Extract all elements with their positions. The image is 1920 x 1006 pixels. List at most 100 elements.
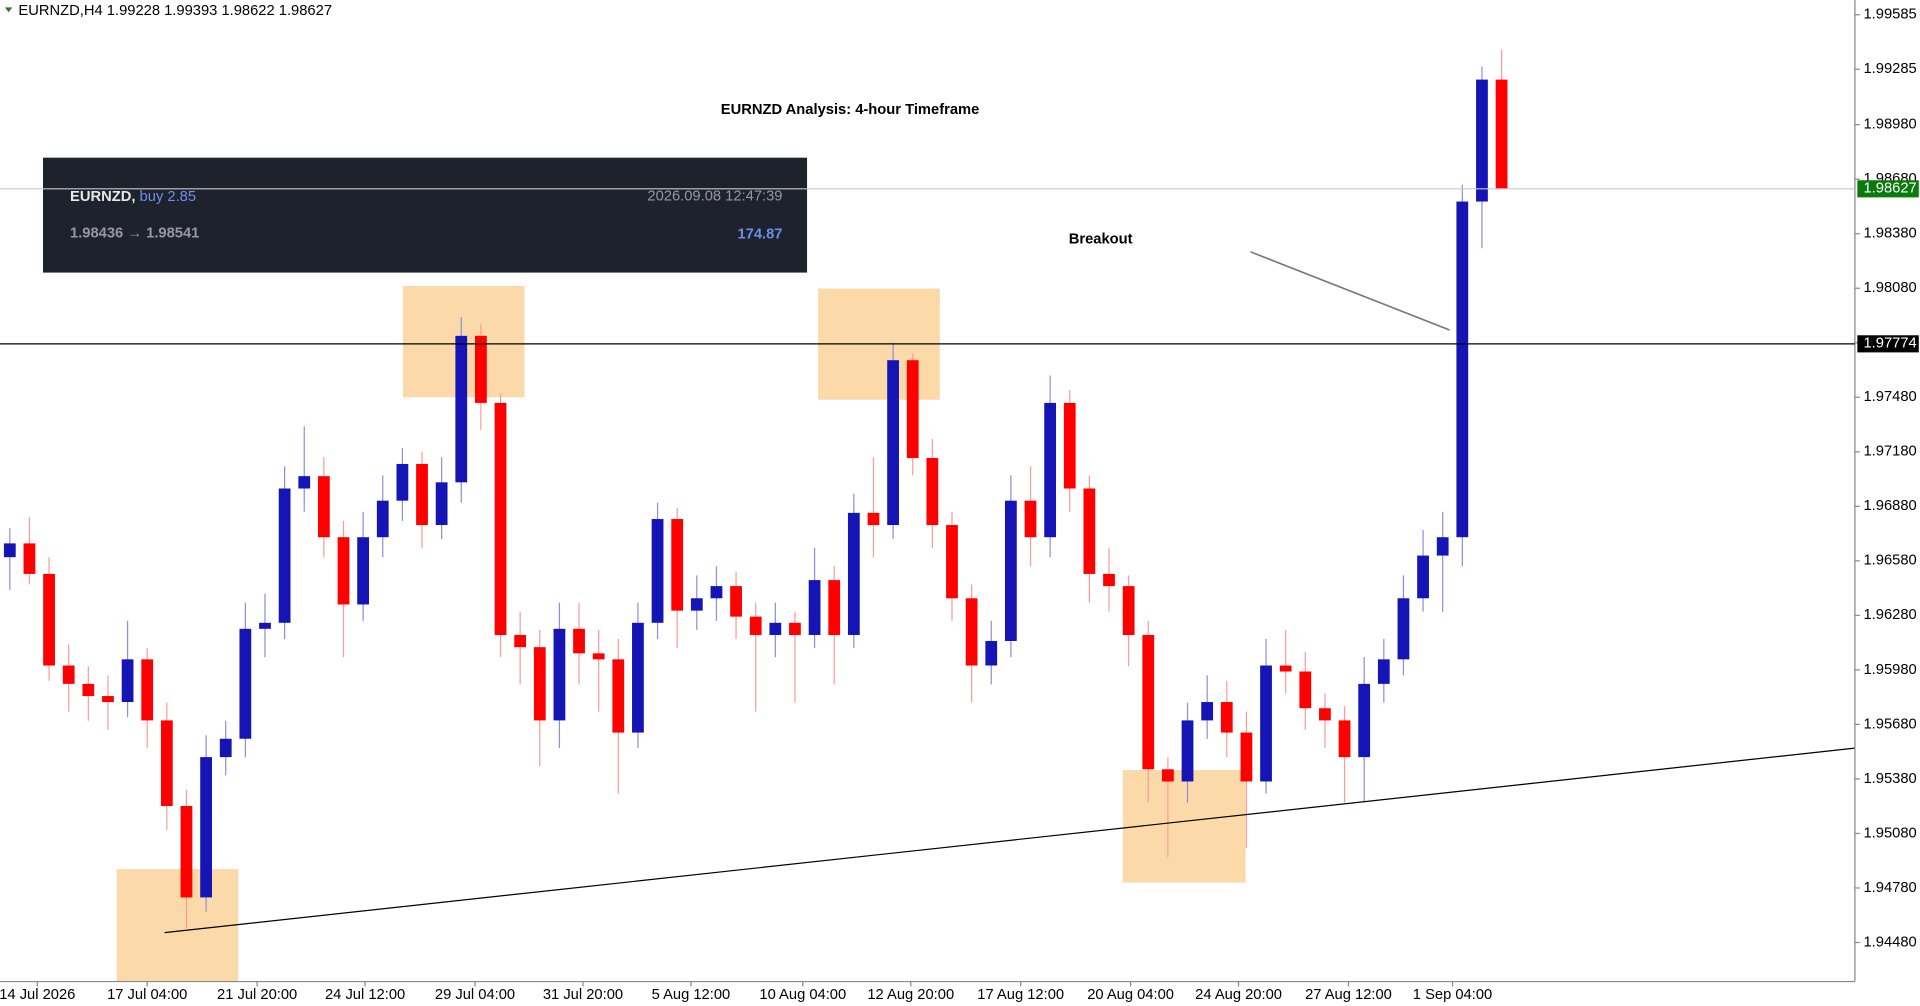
candle-body [455,335,468,483]
chart-header: EURNZD,H4 1.99228 1.99393 1.98622 1.9862… [18,3,332,19]
candle-body [514,634,527,648]
close-value: 1.98627 [279,3,332,19]
candle-body [62,665,75,684]
candle-body [1162,769,1174,782]
x-tick-label: 21 Jul 20:00 [217,987,297,1003]
y-tick-label: 1.97180 [1863,444,1916,460]
candle-body [828,580,841,635]
x-tick-label: 20 Aug 04:00 [1087,987,1174,1003]
x-tick-label: 31 Jul 20:00 [543,987,623,1003]
x-tick-label: 29 Jul 04:00 [435,987,515,1003]
candle-body [1024,500,1037,538]
info-profit: 174.87 [737,227,782,243]
candle-body [867,512,880,526]
candle-body [1358,683,1371,758]
y-tick-label: 1.95080 [1863,825,1916,841]
candle-body [749,616,762,635]
candle-body [946,525,958,599]
info-box [42,157,808,273]
candle-body [671,519,684,611]
candle-body [887,360,899,526]
candle-body [1181,720,1194,782]
open-value: 1.99228 [107,3,160,19]
candle-body [180,805,193,898]
x-tick-label: 14 Jul 2026 [0,987,75,1003]
candle-body [769,622,782,635]
candle-body [475,335,487,403]
candle-body [592,653,605,660]
candle-body [1279,665,1292,672]
candle-body [1476,79,1488,202]
candle-body [317,476,330,538]
info-symbol: EURNZD, [70,189,135,205]
x-tick-label: 24 Aug 20:00 [1195,987,1282,1003]
candle-body [239,628,252,739]
y-tick-label: 1.97480 [1863,389,1916,405]
symbol: EURNZD,H4 [18,3,102,19]
candle-body [3,543,16,558]
y-tick-label: 1.98380 [1863,226,1916,242]
candle-body [730,586,742,617]
candle-body [357,537,370,605]
candle-body [160,720,173,806]
high-value: 1.99393 [164,3,217,19]
candle-body [219,738,232,758]
annotation: Breakout [1069,231,1133,247]
candle-body [278,488,291,623]
candle-body [1201,702,1214,721]
candle-body [1377,659,1390,684]
y-tick-label: 1.99585 [1863,7,1916,23]
plot [3,49,1508,928]
candle-body [1240,732,1253,782]
candle-body [1338,720,1351,758]
candle-body [1220,702,1233,733]
x-tick-label: 24 Jul 12:00 [325,987,405,1003]
candle-body [494,402,507,635]
candle-body [1122,586,1135,635]
x-tick-label: 1 Sep 04:00 [1413,987,1492,1003]
candle-body [1142,634,1155,770]
y-tick-label: 1.94780 [1863,880,1916,896]
candle-body [553,628,566,721]
candle-body [789,622,801,635]
candle-body [808,580,821,635]
x-tick-label: 27 Aug 12:00 [1305,987,1392,1003]
zone-box [116,869,239,982]
y-tick-label: 1.95380 [1863,771,1916,787]
candle-body [1397,598,1410,660]
y-tick-label: 1.96280 [1863,607,1916,623]
candle-body [23,543,36,574]
candle-body [573,628,585,654]
candle-body [965,598,978,666]
candle-body [1299,671,1312,709]
candle-body [298,476,311,489]
y-tick-label: 1.98080 [1863,280,1916,296]
candle-body [1044,402,1057,538]
info-title: EURNZD, buy 2.85 [70,189,196,205]
candle-body [82,683,95,697]
info-prices: 1.98436 → 1.98541 [70,225,199,241]
candle-body [632,622,644,733]
candle-body [416,463,428,526]
candle-body [1495,79,1508,189]
candle-body [985,640,998,666]
y-tick-label: 1.96580 [1863,553,1916,569]
candle-body [906,360,919,458]
candle-body [1319,708,1331,721]
candle-body [141,659,154,721]
y-tick-label: 1.95680 [1863,716,1916,732]
header-icon [4,7,13,13]
candle-body [259,622,271,629]
price-box [1857,335,1919,353]
candle-body [1456,201,1469,538]
x-tick-label: 17 Jul 04:00 [107,987,187,1003]
current-price-label: 1.98627 [1863,181,1916,197]
candle-body [1083,488,1096,574]
candle-body [926,457,939,526]
x-tick-label: 12 Aug 20:00 [867,987,954,1003]
low-value: 1.98622 [221,3,274,19]
price-box [1857,180,1919,198]
candle-body [651,519,664,623]
y-tick-label: 1.99285 [1863,61,1916,77]
